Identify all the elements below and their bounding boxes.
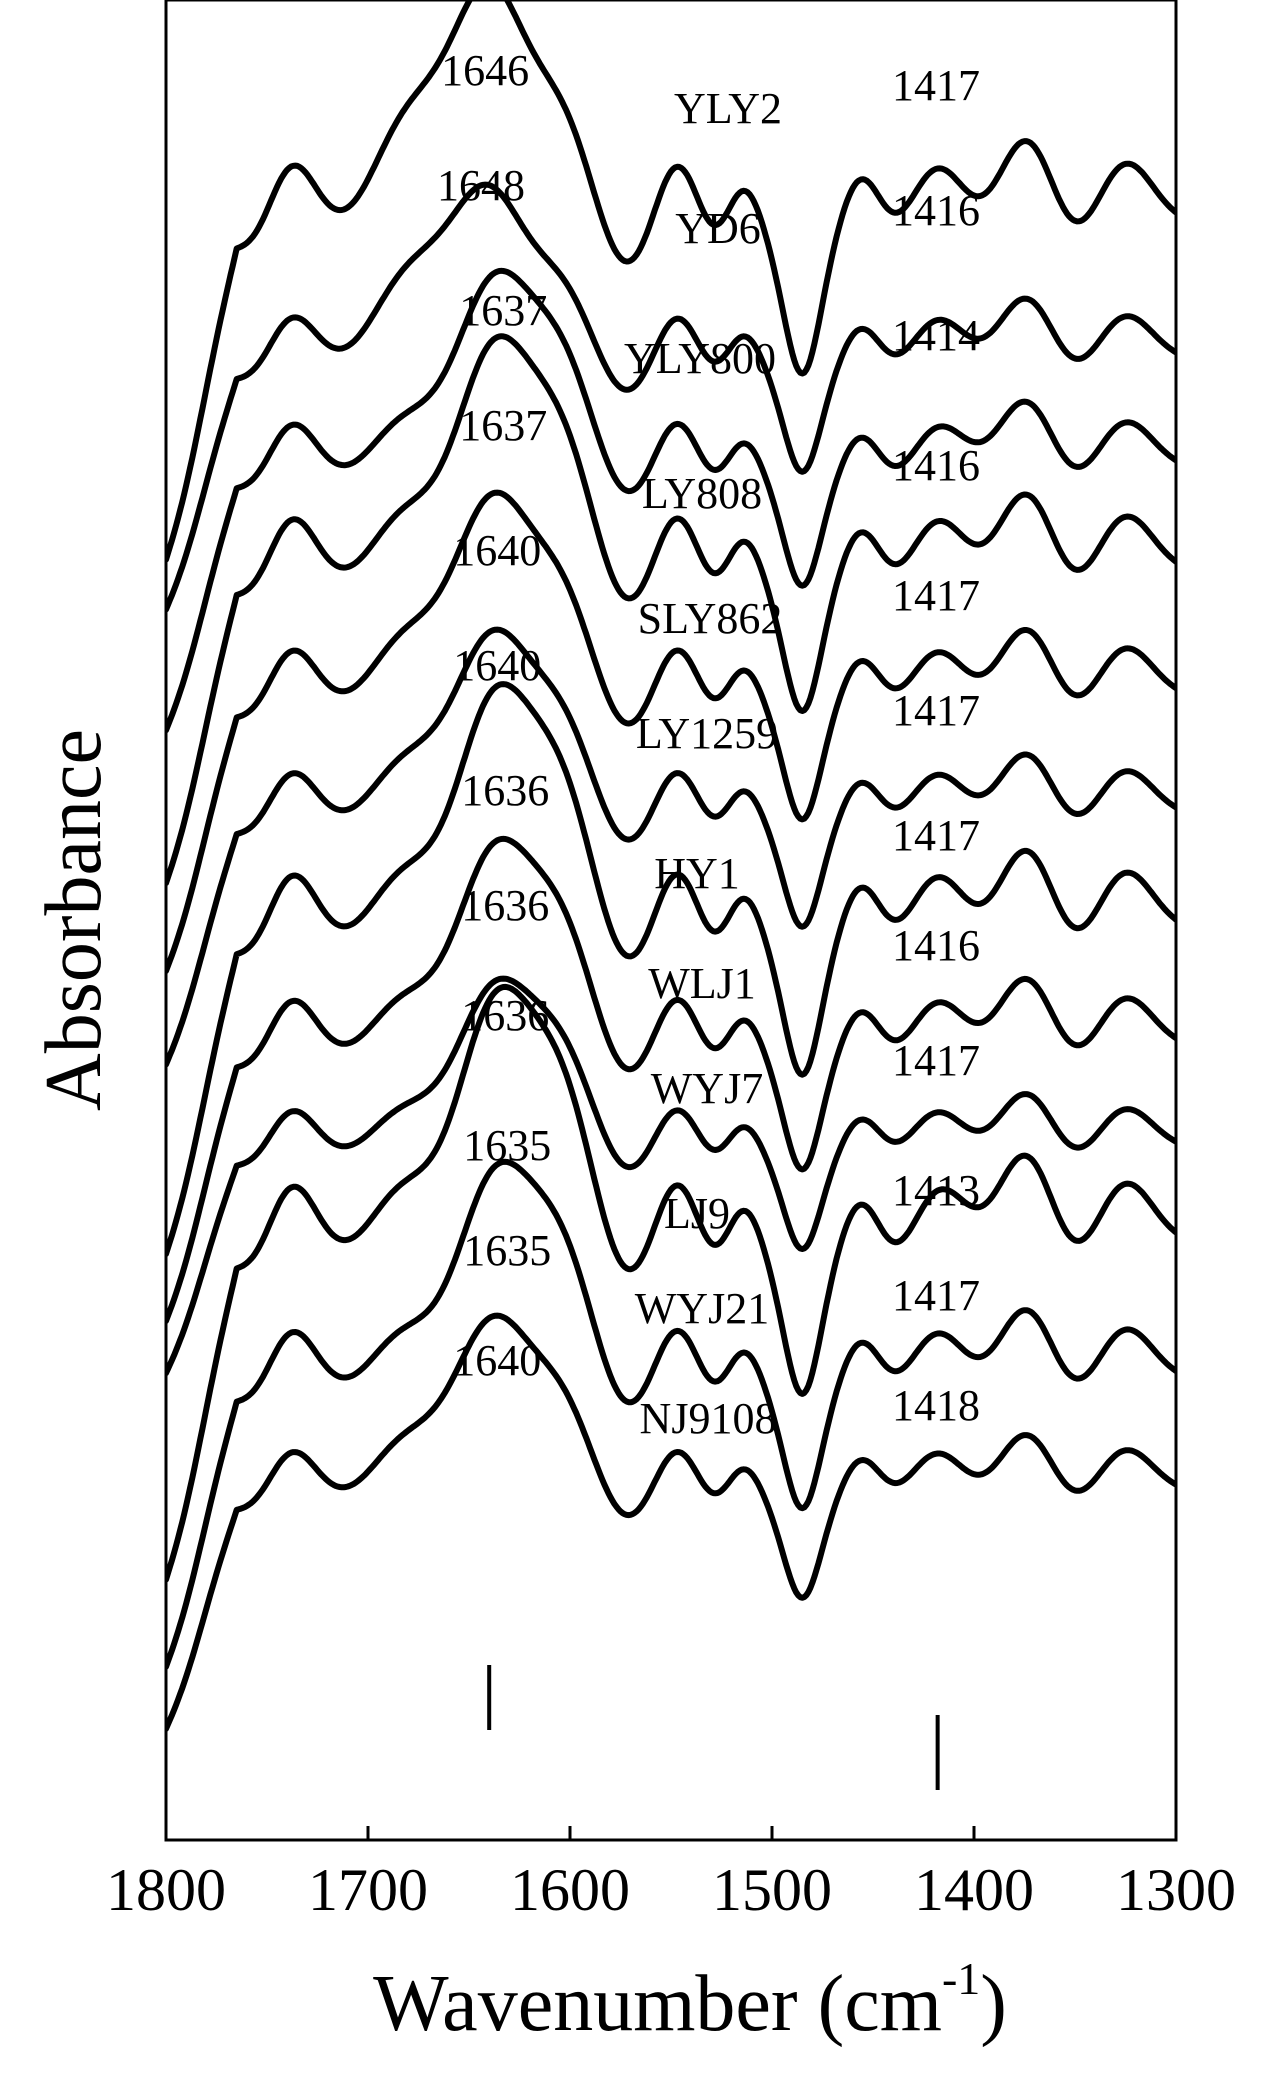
amide3-peak-label: 1416 <box>892 441 980 490</box>
x-tick-label: 1400 <box>914 1857 1034 1923</box>
series-name-label: LY808 <box>642 469 762 518</box>
series-name-label: YLY800 <box>624 334 776 383</box>
amide1-peak-label: 1635 <box>463 1226 551 1275</box>
x-axis-label-close: ) <box>980 1960 1007 2048</box>
amide1-peak-label: 1636 <box>461 991 549 1040</box>
x-tick-label: 1600 <box>510 1857 630 1923</box>
spectrum-line <box>166 975 1176 1377</box>
amide3-peak-label: 1413 <box>892 1166 980 1215</box>
amide3-peak-label: 1417 <box>892 61 980 110</box>
series-name-label: LY1259 <box>636 709 778 758</box>
plot-frame <box>164 0 1178 1842</box>
x-axis-ticks: 1800 1700 1600 1500 1400 1300 <box>106 1826 1236 1923</box>
spectrum-line <box>166 267 1176 734</box>
amide3-peak-label: 1417 <box>892 1036 980 1085</box>
series-name-label: YD6 <box>675 204 761 253</box>
amide3-peak-label: 1416 <box>892 186 980 235</box>
amide3-peak-label: 1417 <box>892 1271 980 1320</box>
spectrum-line <box>166 835 1176 1324</box>
series-name-label: HY1 <box>654 849 740 898</box>
amide3-peak-label: 1417 <box>892 686 980 735</box>
series-name-label: WLJ1 <box>648 959 756 1008</box>
series-name-label: WYJ21 <box>635 1284 769 1333</box>
spectrum-line <box>166 1312 1176 1732</box>
spectrum-line <box>166 681 1176 1257</box>
series-name-label: LJ9 <box>664 1189 730 1238</box>
spectrum-line <box>166 181 1176 613</box>
spectrum-line <box>166 489 1176 974</box>
amide3-peak-label: 1418 <box>892 1381 980 1430</box>
amide1-peak-label: 1637 <box>459 286 547 335</box>
amide1-peak-label: 1636 <box>461 766 549 815</box>
amide1-peak-label: 1640 <box>453 526 541 575</box>
amide1-peak-label: 1648 <box>437 161 525 210</box>
spectrum-line <box>166 626 1176 1068</box>
x-tick-label: 1700 <box>308 1857 428 1923</box>
spectrum-line <box>166 1158 1176 1670</box>
series-name-label: SLY862 <box>638 594 783 643</box>
series-name-label: WYJ7 <box>651 1064 763 1113</box>
amide1-peak-label: 1637 <box>459 401 547 450</box>
x-tick-label: 1500 <box>712 1857 832 1923</box>
amide1-peak-label: 1640 <box>453 1336 541 1385</box>
amide1-peak-label: 1640 <box>453 641 541 690</box>
amide3-peak-label: 1417 <box>892 571 980 620</box>
spectra-group <box>166 0 1176 1732</box>
amide3-peak-label: 1414 <box>892 311 980 360</box>
x-axis-label-main: Wavenumber (cm <box>373 1960 942 2048</box>
series-name-label: NJ9108 <box>640 1394 777 1443</box>
x-tick-label: 1300 <box>1116 1857 1236 1923</box>
spectrum-line <box>166 983 1176 1583</box>
x-axis-label-superscript: -1 <box>942 1953 980 2004</box>
y-axis-label: Absorbance <box>30 729 118 1111</box>
annotations-group: 1646 YLY2 1417 1648 YD6 1416 1637 YLY800 1414 163… <box>437 46 980 1790</box>
series-name-label: YLY2 <box>674 84 782 133</box>
spectrum-line <box>166 333 1176 887</box>
amide1-peak-label: 1635 <box>463 1121 551 1170</box>
x-tick-label: 1800 <box>106 1857 226 1923</box>
amide1-peak-label: 1646 <box>441 46 529 95</box>
amide3-peak-label: 1416 <box>892 921 980 970</box>
amide1-peak-label: 1636 <box>461 881 549 930</box>
x-axis-label: Wavenumber (cm-1) <box>373 1953 1007 2048</box>
spectrum-line <box>166 0 1176 563</box>
amide3-peak-label: 1417 <box>892 811 980 860</box>
